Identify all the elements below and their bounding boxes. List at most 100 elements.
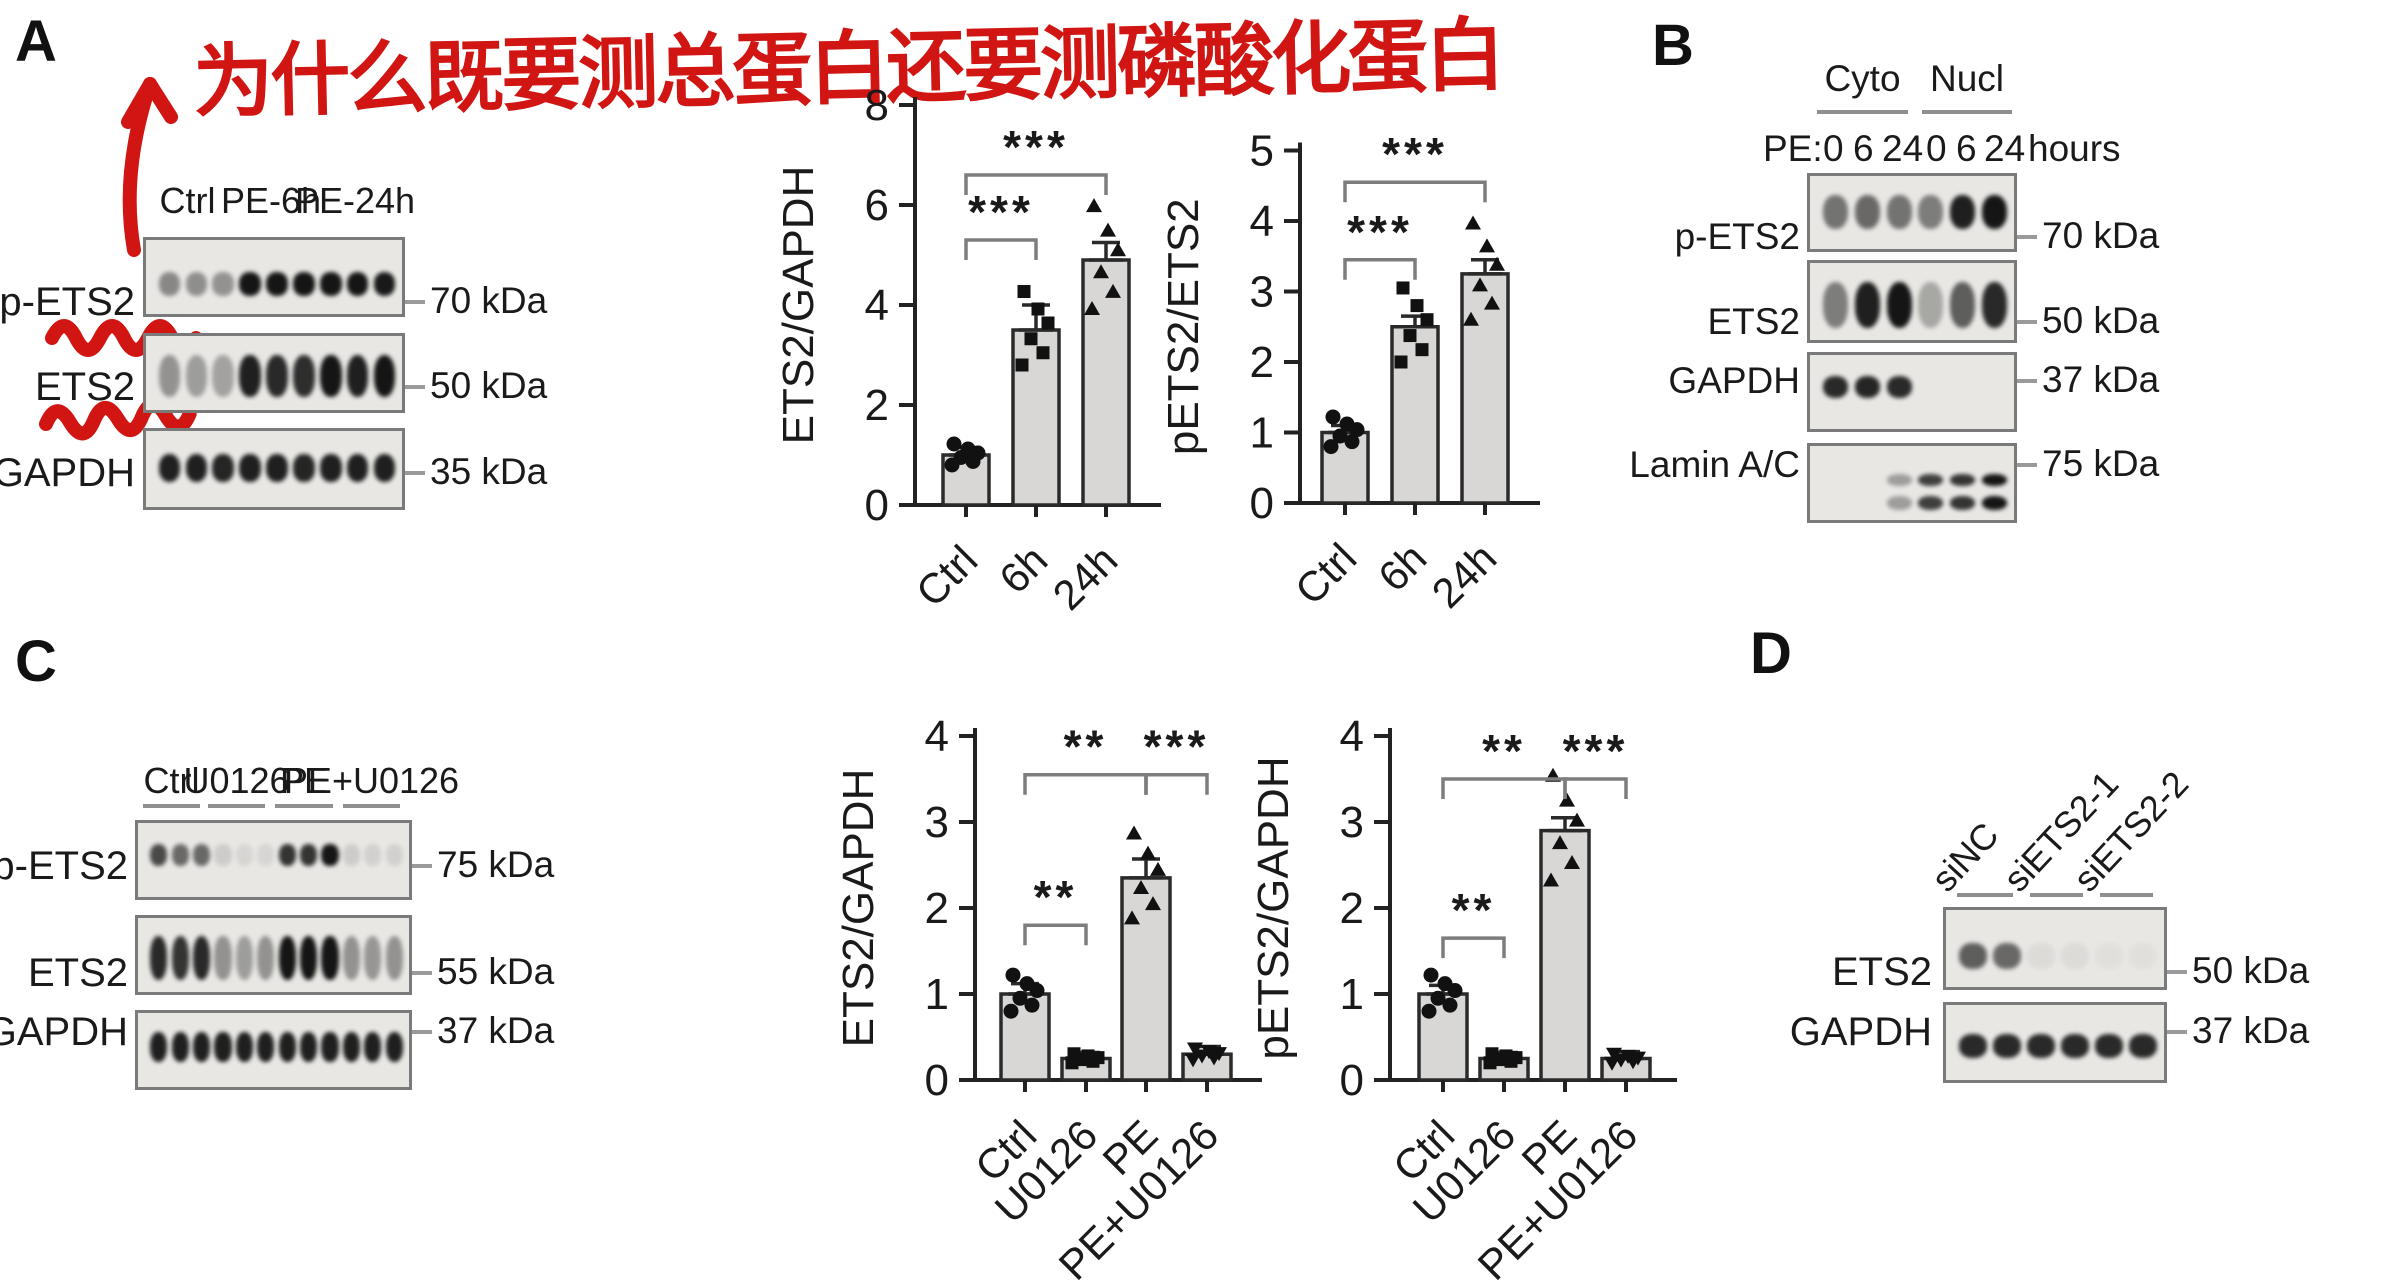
blot-row-label: ETS2 (1707, 301, 1800, 342)
blot-band (342, 1031, 361, 1062)
y-tick-label: 8 (865, 85, 889, 130)
y-tick-label: 2 (925, 884, 949, 933)
blot-band (150, 1031, 168, 1062)
blot-band (293, 355, 315, 397)
blot-band (293, 272, 315, 296)
lane-group-underline (1922, 110, 2012, 114)
significance-bracket (1343, 258, 1417, 280)
scatter-point-square (1017, 285, 1031, 298)
scatter-point-triangle-up (1124, 910, 1140, 925)
blot-band (364, 844, 382, 866)
scatter-point-triangle-up (1100, 222, 1116, 237)
scatter-point-circle (1447, 983, 1463, 999)
blot-band (2027, 942, 2055, 969)
blot-band (2095, 943, 2122, 969)
scatter-point-circle (1323, 439, 1339, 455)
blot-band (346, 453, 369, 482)
y-tick-label: 2 (1250, 338, 1274, 387)
y-axis-title: ETS2/GAPDH (834, 769, 883, 1048)
blot-band (150, 844, 168, 866)
scatter-point-triangle-up (1086, 198, 1102, 213)
blot-band (320, 453, 342, 482)
lane-group-label: PE+U0126 (283, 760, 460, 801)
blot-band (158, 355, 181, 397)
scatter-point-triangle-up (1552, 835, 1568, 850)
lane-group-label: Nucl (1929, 58, 2005, 99)
kda-label: 50 kDa (430, 365, 548, 406)
lane-group-label: PE-6h (220, 180, 322, 221)
y-tick-label: 0 (1340, 1056, 1364, 1105)
blot-band (321, 844, 339, 866)
bar-chart-pets2-gapdh: 0 1 2 3 4 pETS2/GAPDH Ctrl U0126 PE PE+U0126 ** ** *… (1245, 690, 1681, 1280)
blot-row-label: ETS2 (34, 365, 135, 409)
blot-band (1886, 474, 1912, 486)
significance-stars: ** (1482, 725, 1526, 777)
scatter-point-circle (1003, 1003, 1019, 1019)
lane-group-underline (1817, 110, 1908, 114)
panel-b-label: B (1652, 13, 1694, 78)
blot-band (293, 453, 315, 482)
kda-tick (2167, 1030, 2187, 1034)
blot-band (2129, 943, 2156, 969)
blot-band (300, 936, 318, 980)
blot-band (185, 355, 208, 397)
scatter-point-circle (1421, 1003, 1437, 1019)
blot-box (1807, 260, 2017, 343)
y-tick-label: 2 (865, 381, 889, 430)
lane-group-label: U0126 (183, 760, 290, 801)
blot-band (150, 936, 168, 980)
blot-band (342, 936, 361, 980)
y-axis-title: pETS2/GAPDH (1249, 756, 1298, 1059)
blot-band (2129, 1033, 2157, 1058)
y-tick-label: 4 (925, 712, 949, 761)
blot-band (192, 844, 211, 866)
blot-band (346, 355, 369, 397)
blot-band (1993, 1033, 2021, 1058)
scatter-point-square (1024, 332, 1038, 346)
scatter-point-triangle-up (1472, 277, 1488, 292)
bar (1120, 876, 1172, 1082)
scatter-point-circle (1442, 997, 1458, 1013)
scatter-point-triangle-up (1093, 264, 1109, 279)
blot-band (1918, 194, 1944, 229)
kda-tick (405, 300, 425, 304)
significance-stars: *** (1003, 121, 1069, 173)
scatter-point-triangle-down (1625, 1055, 1641, 1070)
blot-box (1943, 1002, 2167, 1083)
significance-stars: *** (968, 186, 1034, 238)
blot-band (158, 272, 181, 296)
blot-band (171, 936, 189, 980)
blot-band (1959, 942, 1987, 969)
scatter-point-triangle-up (1463, 311, 1479, 326)
lane-group-underline (275, 804, 333, 808)
scatter-point-square (1396, 281, 1410, 295)
blot-band (235, 1031, 253, 1062)
blot-band (266, 272, 288, 296)
kda-label: 50 kDa (2192, 950, 2310, 991)
blot-box (143, 428, 405, 510)
y-tick-label: 1 (1250, 409, 1274, 458)
significance-bracket (1144, 772, 1209, 795)
blot-band (266, 453, 288, 482)
blot-band (257, 1031, 275, 1062)
x-tick-label: Ctrl (907, 536, 986, 615)
blot-band (235, 844, 253, 866)
blot-band (192, 1031, 211, 1062)
blot-band (320, 355, 342, 397)
lane-group-label: Cyto (1824, 58, 1901, 99)
pe-timepoint-label: 6 (1853, 128, 1874, 169)
scatter-point-square (1041, 316, 1055, 330)
lane-group-underline (143, 804, 200, 808)
blot-band (1854, 194, 1881, 229)
scatter-point-circle (1332, 428, 1348, 444)
scatter-point-triangle-up (1105, 283, 1121, 298)
blot-band (1949, 496, 1976, 510)
blot-band (373, 453, 396, 482)
bar-chart-pets2-ets2: 0 1 2 3 4 5 pETS2/ETS2 Ctrl 6h 24h *** *** (1159, 85, 1560, 645)
blot-band (1886, 194, 1912, 229)
scatter-point-square (1036, 346, 1050, 360)
kda-label: 55 kDa (437, 951, 555, 992)
kda-tick (2017, 320, 2037, 324)
